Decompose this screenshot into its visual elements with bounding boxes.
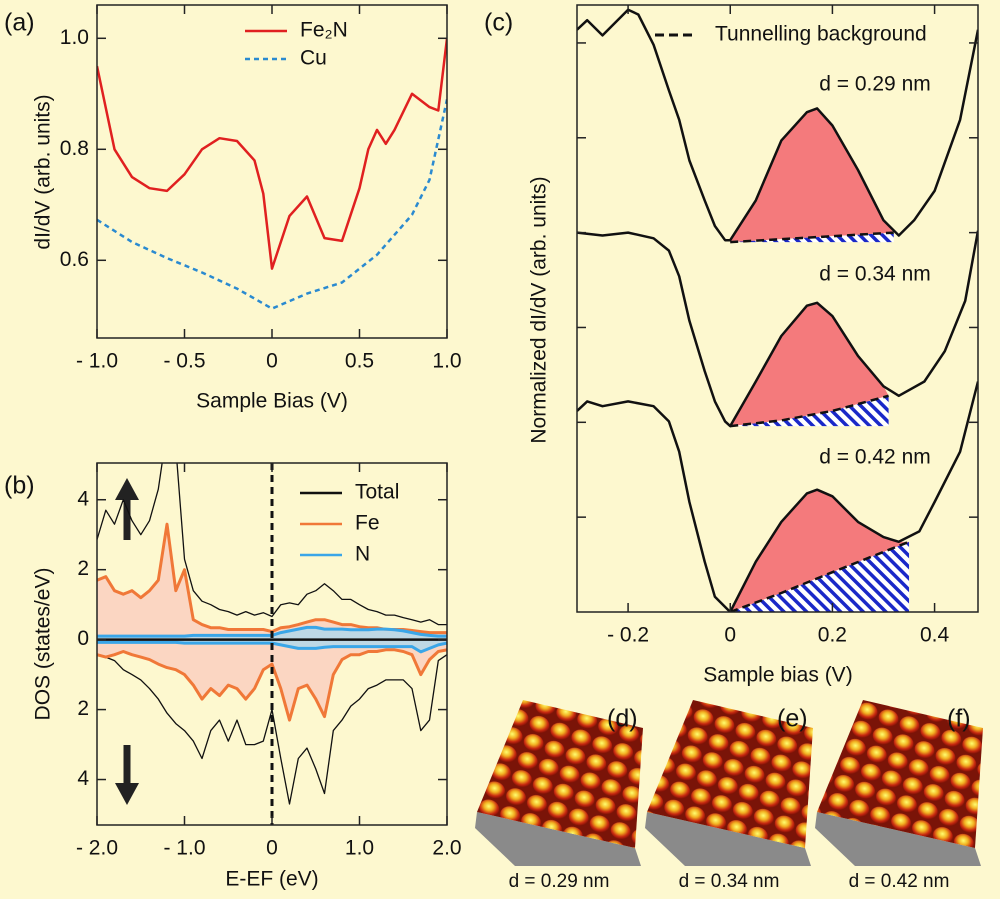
y-tick-label: 4 [77, 487, 89, 510]
y-tick-label: 0 [77, 627, 89, 650]
background-line [730, 394, 889, 428]
y-tick-label: 0.8 [60, 137, 89, 160]
background-line [729, 540, 910, 612]
series-line [577, 381, 978, 612]
x-axis-label: Sample Bias (V) [196, 390, 348, 413]
image-surface [477, 700, 643, 848]
x-tick-label: 0.4 [920, 624, 950, 647]
y-axis-label: Normalized dI/dV (arb. units) [528, 176, 551, 443]
x-tick-label: - 0.2 [607, 624, 649, 647]
image-caption: d = 0.29 nm [509, 871, 610, 892]
peak-area [730, 302, 889, 427]
plot-area [97, 38, 447, 310]
plot-area [97, 463, 447, 825]
image-base [815, 812, 981, 866]
x-tick-label: 1.0 [345, 837, 374, 860]
peak-area [730, 489, 910, 612]
y-tick-label: 0.6 [60, 248, 89, 271]
dos-area [97, 524, 447, 640]
legend-label: Total [355, 481, 399, 504]
annotation: d = 0.42 nm [819, 446, 931, 469]
image-caption: d = 0.34 nm [679, 871, 780, 892]
x-tick-label: 1.0 [432, 350, 461, 373]
image-surface [647, 700, 813, 848]
x-tick-label: - 2.0 [76, 837, 118, 860]
image-surface [817, 700, 983, 848]
plot-frame [96, 4, 448, 339]
plot-frame [576, 4, 979, 613]
plot-frame [96, 462, 448, 826]
image-label: (d) [607, 705, 638, 733]
legend-label: N [355, 543, 370, 566]
image-base [645, 812, 811, 866]
panel-label: (a) [4, 9, 35, 37]
y-axis-label: dI/dV (arb. units) [32, 94, 55, 249]
x-tick-label: 0.2 [818, 624, 847, 647]
series-line [97, 463, 447, 626]
x-axis-label: E-EF (eV) [225, 868, 318, 891]
annotation: d = 0.34 nm [819, 263, 931, 286]
x-tick-label: 0 [266, 350, 278, 373]
legend-label: Tunnelling background [715, 23, 927, 46]
background-hatch [730, 541, 910, 612]
series-line [577, 230, 978, 428]
y-tick-label: 2 [77, 557, 89, 580]
stm-image [815, 700, 983, 866]
y-tick-label: 1.0 [60, 26, 89, 49]
background-line [730, 231, 894, 244]
image-label: (e) [777, 705, 808, 733]
series-line [577, 8, 978, 242]
legend-label: Fe₂N [300, 19, 348, 42]
x-tick-label: 0.5 [345, 350, 374, 373]
annotation: d = 0.29 nm [819, 73, 931, 96]
series-line [97, 99, 447, 310]
x-tick-label: 2.0 [432, 837, 461, 860]
image-label: (f) [947, 705, 971, 733]
panel-label: (c) [484, 9, 513, 37]
x-tick-label: 0 [724, 624, 736, 647]
background-hatch [730, 395, 889, 427]
image-caption: d = 0.42 nm [849, 871, 950, 892]
x-tick-label: - 1.0 [163, 837, 205, 860]
y-tick-label: 2 [77, 697, 89, 720]
x-tick-label: - 0.5 [163, 350, 205, 373]
y-tick-label: 4 [77, 767, 89, 790]
series-line [97, 38, 447, 270]
legend-label: Fe [355, 512, 380, 535]
spin-up-arrow [115, 478, 139, 540]
series-line-down [97, 648, 447, 722]
legend-label: Cu [300, 47, 327, 70]
plot-area [577, 8, 978, 612]
x-tick-label: 0 [266, 837, 278, 860]
peak-area [730, 108, 894, 243]
stm-image [475, 700, 643, 866]
y-axis-label: DOS (states/eV) [32, 568, 55, 721]
stm-image [645, 700, 813, 866]
x-tick-label: - 1.0 [76, 350, 118, 373]
panel-label: (b) [4, 472, 35, 500]
dos-area [97, 639, 447, 721]
image-base [475, 812, 641, 866]
x-axis-label: Sample bias (V) [703, 664, 852, 687]
spin-down-arrow [115, 745, 139, 805]
